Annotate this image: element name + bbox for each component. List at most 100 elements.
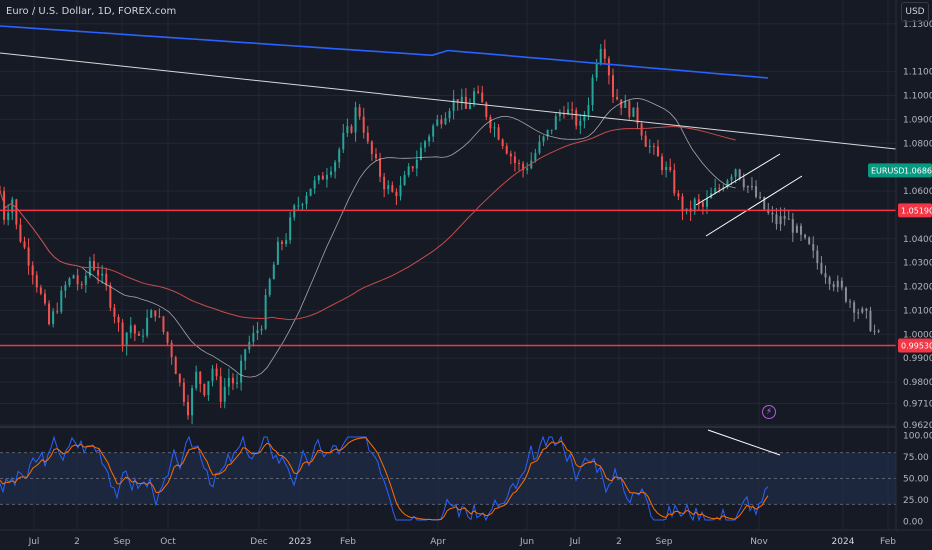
candle-body (571, 109, 574, 111)
osc-tick-label: 0.00 (903, 518, 923, 528)
candle-body (583, 114, 586, 121)
candle-body (280, 241, 283, 244)
candle-body (873, 330, 876, 332)
candle-body (105, 273, 108, 286)
y-tick-label: 0.96200 (903, 421, 932, 431)
candle-body (473, 91, 476, 105)
candle-body (227, 377, 230, 387)
candle-body (485, 102, 488, 118)
candle-body (612, 75, 615, 97)
candle-body (738, 169, 741, 179)
candle-body (207, 381, 210, 396)
candle-body (714, 188, 717, 194)
candle-body (513, 156, 516, 163)
candle-body (665, 167, 668, 171)
candle-body (146, 317, 149, 336)
y-tick-label: 1.08000 (903, 139, 932, 149)
candle-body (477, 91, 480, 93)
candle-body (840, 280, 843, 288)
candle-body (56, 311, 59, 313)
candle-body (452, 99, 455, 112)
candle-body (7, 212, 10, 220)
stochastic-oscillator (0, 435, 769, 522)
level-badge (898, 203, 932, 218)
candle-body (403, 175, 406, 186)
candle-body (812, 244, 815, 251)
candle-body (325, 174, 328, 180)
candle-body (411, 166, 414, 169)
candle-body (624, 101, 627, 108)
price-axis: 1.13000 1.11000 1.10000 1.09000 1.08000 1.060… (868, 0, 932, 530)
osc-tick-label: 50.00 (903, 475, 929, 485)
x-tick-label: 2024 (832, 537, 855, 547)
candle-body (101, 273, 104, 276)
candle-body (734, 169, 737, 177)
x-tick-label: Dec (250, 537, 267, 547)
candle-body (113, 307, 116, 317)
divergence-trendline (707, 429, 781, 456)
candle-body (158, 316, 161, 318)
x-tick-label: Jun (519, 537, 534, 547)
candle-body (11, 199, 14, 213)
x-tick-label: Sep (656, 537, 673, 547)
candle-body (857, 312, 860, 314)
candle-body (84, 275, 87, 285)
candle-body (595, 63, 598, 78)
drawing-tools[interactable] (0, 52, 897, 456)
candle-body (117, 316, 120, 323)
y-tick-label: 1.04000 (903, 235, 932, 245)
candle-body (321, 175, 324, 180)
candle-body (816, 250, 819, 264)
candle-body (607, 58, 610, 76)
candle-body (109, 285, 112, 308)
x-tick-label: Apr (430, 537, 446, 547)
candle-body (444, 118, 447, 125)
moving-average-white (0, 97, 736, 378)
candle-body (35, 275, 38, 288)
candle-body (877, 330, 880, 332)
candle-body (620, 99, 623, 108)
candle-body (424, 141, 427, 148)
candle-body (853, 302, 856, 313)
candle-body (836, 280, 839, 288)
candle-body (305, 195, 308, 205)
candle-body (554, 116, 557, 130)
x-tick-label: Jul (569, 537, 581, 547)
candle-body (677, 193, 680, 197)
time-axis-bg (0, 530, 932, 550)
candle-body (133, 325, 136, 334)
candle-body (591, 77, 594, 106)
x-tick-label: Nov (750, 537, 768, 547)
candle-body (673, 170, 676, 194)
candle-body (121, 322, 124, 347)
lightning-icon[interactable]: ⚡ (762, 405, 776, 419)
candle-body (579, 120, 582, 126)
candle-body (354, 107, 357, 133)
y-tick-label: 1.11000 (903, 68, 932, 78)
candle-body (338, 149, 341, 163)
osc-tick-label: 100.00 (903, 431, 932, 441)
candle-body (518, 162, 521, 164)
candle-body (636, 107, 639, 124)
candle-body (546, 130, 549, 137)
x-tick-label: 2 (74, 537, 80, 547)
candle-body (391, 185, 394, 192)
last-price-label: 1.06867 (904, 166, 932, 175)
candle-body (632, 107, 635, 117)
candle-body (501, 139, 504, 147)
candle-body (76, 275, 79, 285)
candle-body (256, 330, 259, 334)
candle-body (346, 126, 349, 133)
candle-body (195, 371, 198, 389)
trendline (0, 52, 897, 150)
candle-body (272, 264, 275, 280)
candle-body (771, 212, 774, 215)
candle-body (268, 279, 271, 296)
candle-body (203, 384, 206, 396)
currency-button[interactable]: USD (901, 2, 929, 22)
candle-body (730, 176, 733, 181)
